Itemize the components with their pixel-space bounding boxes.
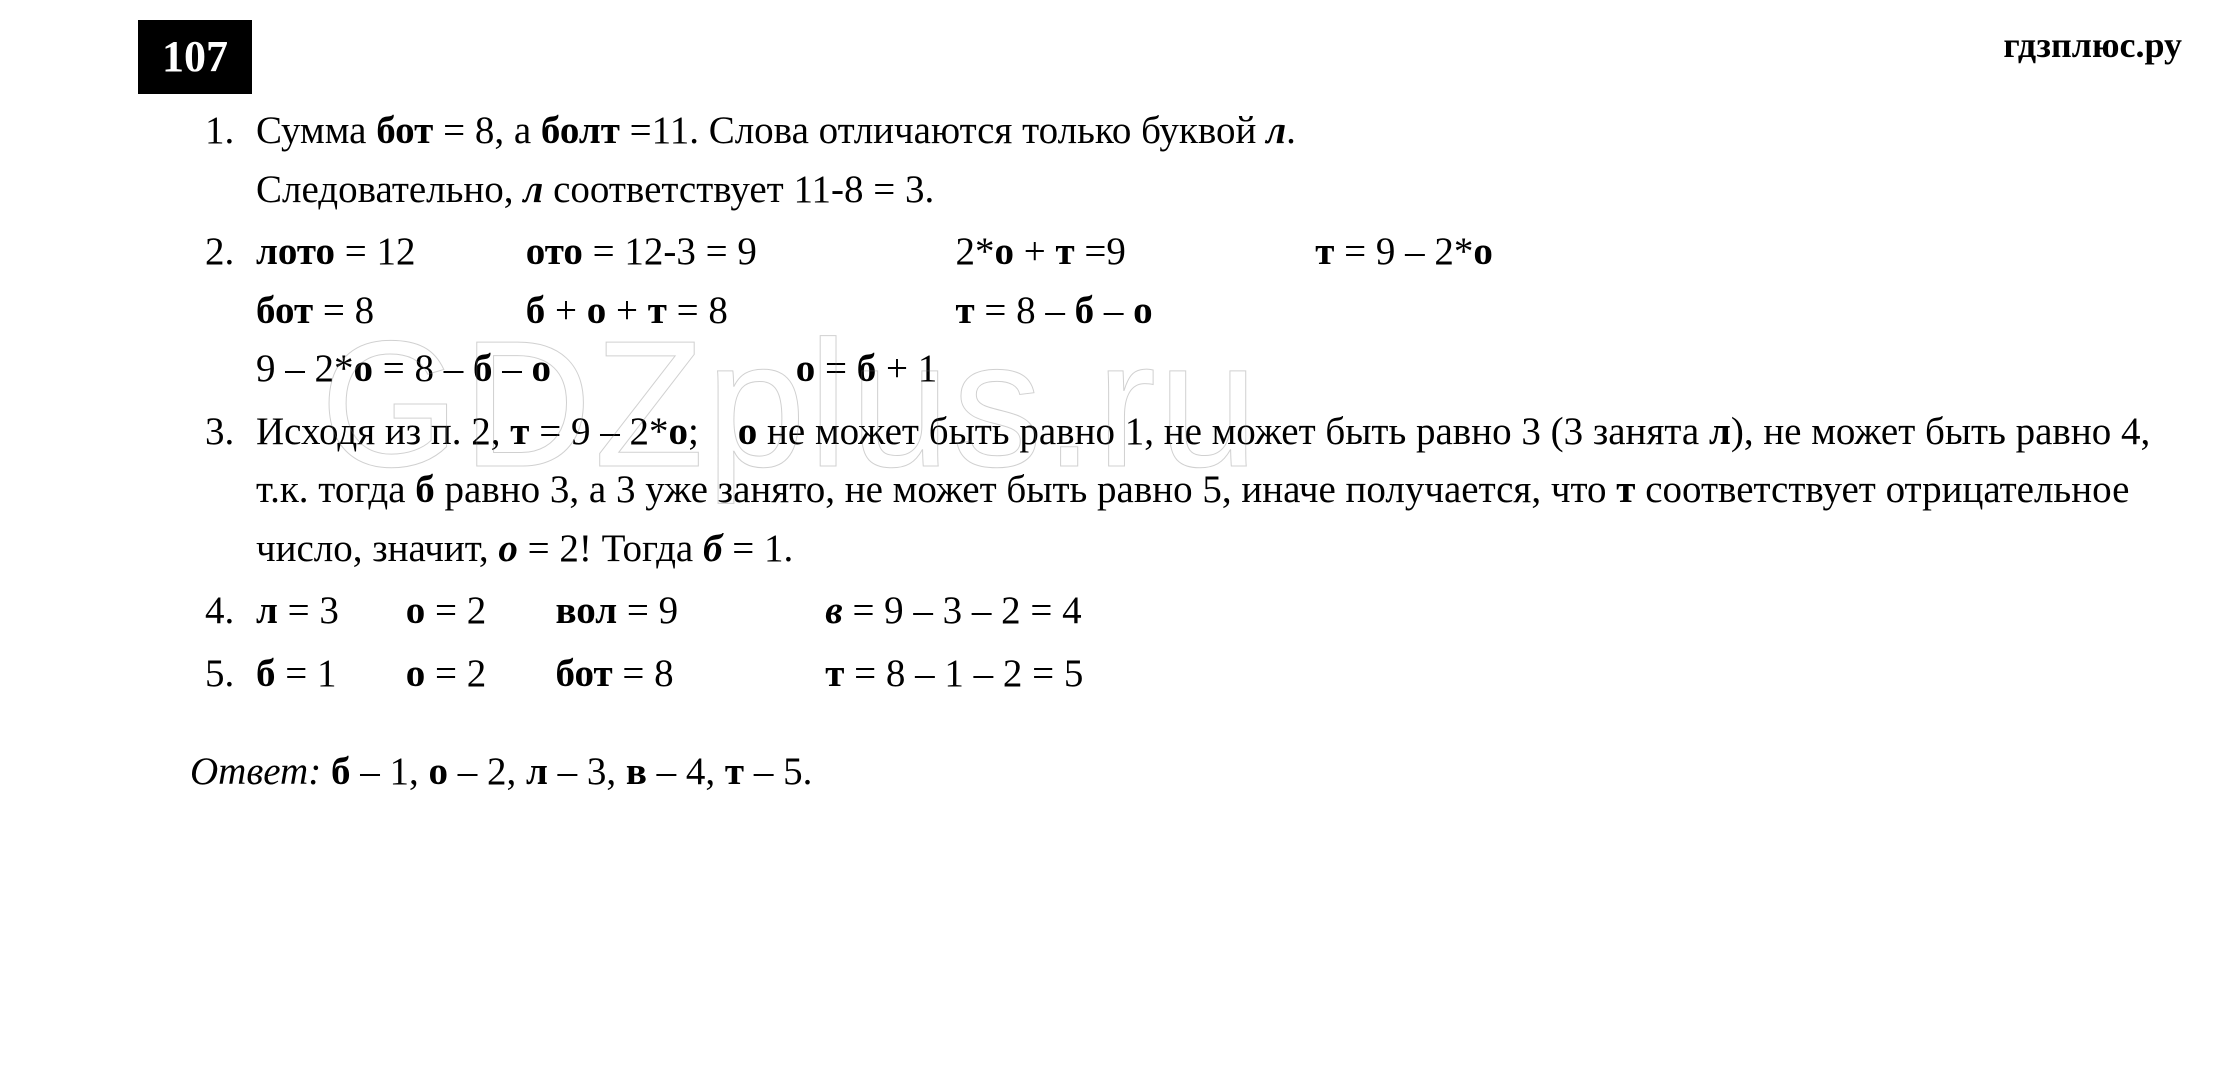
eq-cell: о = 2 [406, 582, 546, 641]
solution-content: Сумма бот = 8, а болт =11. Слова отличаю… [190, 102, 2192, 703]
eq-cell: лото = 12 [256, 223, 516, 282]
problem-number-badge: 107 [138, 20, 252, 94]
list-item-5: б = 1 о = 2 бот = 8 т = 8 – 1 – 2 = 5 [244, 645, 2192, 704]
list-item-2: лото = 12 ото = 12-3 = 9 2*о + т =9 т = … [244, 223, 2192, 399]
list-item-1: Сумма бот = 8, а болт =11. Слова отличаю… [244, 102, 2192, 219]
text-block: Исходя из п. 2, т = 9 – 2*о; о не может … [256, 410, 2150, 570]
equation-row: б = 1 о = 2 бот = 8 т = 8 – 1 – 2 = 5 [256, 645, 2192, 704]
equation-row: лото = 12 ото = 12-3 = 9 2*о + т =9 т = … [256, 223, 2192, 282]
eq-cell: т = 8 – б – о [956, 289, 1153, 332]
text-line: Следовательно, л соответствует 11-8 = 3. [256, 161, 2192, 220]
eq-cell: бот = 8 [256, 282, 516, 341]
eq-cell: о = б + 1 [796, 347, 938, 390]
eq-cell: вол = 9 [556, 582, 816, 641]
list-item-4: л = 3 о = 2 вол = 9 в = 9 – 3 – 2 = 4 [244, 582, 2192, 641]
eq-cell: о = 2 [406, 645, 546, 704]
eq-cell: б + о + т = 8 [526, 282, 946, 341]
text-line: Сумма бот = 8, а болт =11. Слова отличаю… [256, 102, 2192, 161]
eq-cell: в = 9 – 3 – 2 = 4 [825, 582, 1081, 641]
solution-list: Сумма бот = 8, а болт =11. Слова отличаю… [244, 102, 2192, 703]
eq-cell: л = 3 [256, 582, 396, 641]
answer-line: Ответ: б – 1, о – 2, л – 3, в – 4, т – 5… [190, 743, 2192, 802]
eq-cell: т = 9 – 2*о [1315, 223, 1493, 282]
eq-cell: т = 8 – 1 – 2 = 5 [825, 645, 1083, 704]
eq-cell: 2*о + т =9 [956, 223, 1306, 282]
eq-cell: ото = 12-3 = 9 [526, 223, 946, 282]
brand-watermark-top: гдзплюс.ру [2003, 18, 2182, 72]
eq-cell: б = 1 [256, 645, 396, 704]
equation-row: л = 3 о = 2 вол = 9 в = 9 – 3 – 2 = 4 [256, 582, 2192, 641]
equation-row: 9 – 2*о = 8 – б – о о = б + 1 [256, 340, 2192, 399]
list-item-3: Исходя из п. 2, т = 9 – 2*о; о не может … [244, 403, 2192, 579]
equation-row: бот = 8 б + о + т = 8 т = 8 – б – о [256, 282, 2192, 341]
eq-cell: бот = 8 [556, 645, 816, 704]
eq-cell: 9 – 2*о = 8 – б – о [256, 340, 786, 399]
